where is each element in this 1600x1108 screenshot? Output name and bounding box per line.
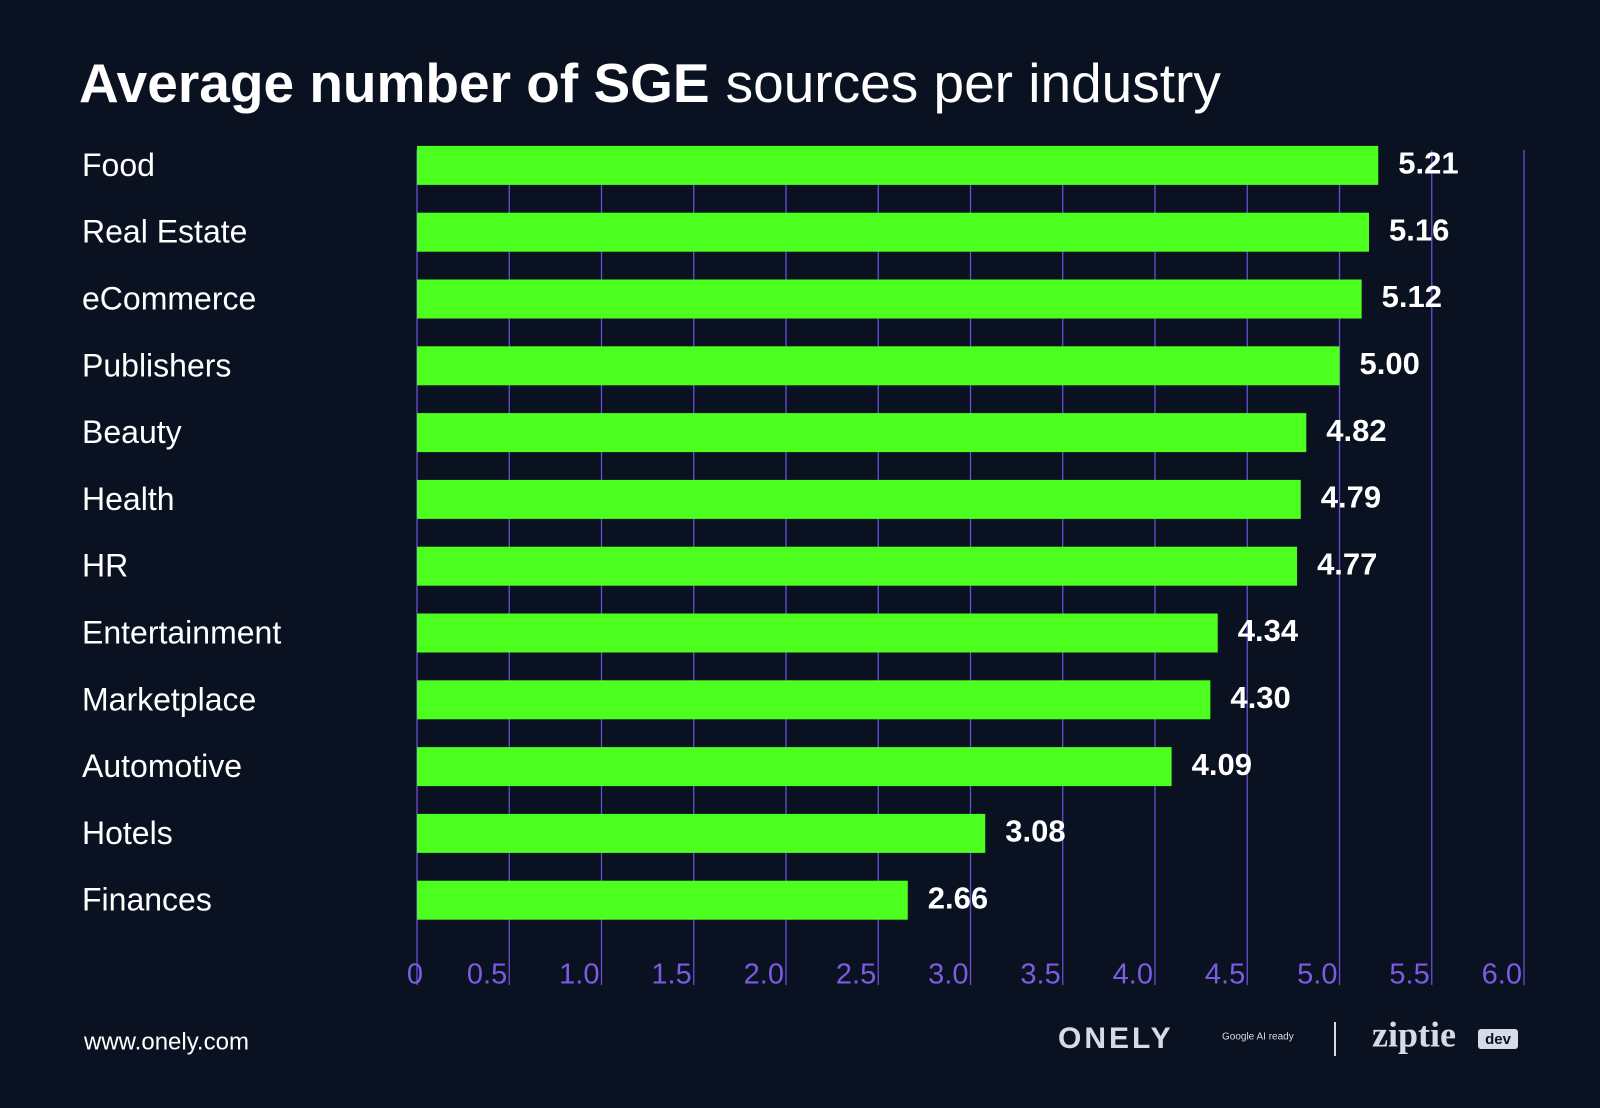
x-tick-label: 4.0 bbox=[1113, 959, 1153, 991]
y-tick-label: Real Estate bbox=[82, 214, 247, 250]
bar bbox=[417, 546, 1298, 586]
bar bbox=[417, 680, 1211, 720]
value-label: 5.12 bbox=[1382, 279, 1442, 314]
title-regular: sources per industry bbox=[726, 52, 1222, 114]
value-label: 4.30 bbox=[1230, 680, 1290, 715]
value-label: 2.66 bbox=[928, 880, 988, 915]
y-tick-label: Health bbox=[82, 481, 175, 517]
footer-logo-tag: dev bbox=[1485, 1031, 1512, 1048]
y-tick-label: Automotive bbox=[82, 748, 242, 784]
value-label: 4.79 bbox=[1321, 480, 1381, 515]
x-tick-label: 6.0 bbox=[1482, 959, 1522, 991]
value-label: 4.82 bbox=[1326, 413, 1386, 448]
footer-logo: ziptie bbox=[1372, 1014, 1456, 1054]
y-tick-label: Entertainment bbox=[82, 614, 281, 650]
bar bbox=[417, 212, 1370, 252]
x-tick-label: 2.0 bbox=[744, 959, 784, 991]
y-tick-label: Food bbox=[82, 147, 155, 183]
y-tick-label: Hotels bbox=[82, 815, 173, 851]
bar bbox=[417, 413, 1307, 453]
footer-url: www.onely.com bbox=[83, 1028, 249, 1055]
x-tick-label: 2.5 bbox=[836, 959, 876, 991]
x-tick-label: 3.5 bbox=[1020, 959, 1060, 991]
x-tick-label: 0 bbox=[407, 959, 423, 991]
y-tick-label: Finances bbox=[82, 882, 212, 918]
value-label: 3.08 bbox=[1005, 814, 1065, 849]
x-tick-label: 5.0 bbox=[1297, 959, 1337, 991]
value-label: 5.00 bbox=[1360, 346, 1420, 381]
x-tick-label: 5.5 bbox=[1389, 959, 1429, 991]
footer-logo: ONELY bbox=[1058, 1022, 1174, 1055]
x-tick-label: 4.5 bbox=[1205, 959, 1245, 991]
footer-logo-tag: Google AI ready bbox=[1222, 1032, 1294, 1043]
x-tick-label: 1.5 bbox=[651, 959, 691, 991]
y-tick-label: Marketplace bbox=[82, 681, 256, 717]
y-tick-label: eCommerce bbox=[82, 280, 256, 316]
x-tick-label: 3.0 bbox=[928, 959, 968, 991]
title-bold: Average number of SGE bbox=[79, 52, 710, 114]
y-tick-label: HR bbox=[82, 548, 128, 584]
value-label: 4.09 bbox=[1192, 747, 1252, 782]
bar bbox=[417, 346, 1340, 386]
bar bbox=[417, 145, 1379, 185]
value-label: 5.16 bbox=[1389, 212, 1449, 247]
x-tick-label: 0.5 bbox=[467, 959, 507, 991]
footer-logo-badge bbox=[1478, 1029, 1518, 1049]
bar bbox=[417, 880, 908, 920]
bar bbox=[417, 279, 1362, 319]
bar bbox=[417, 747, 1172, 787]
x-tick-label: 1.0 bbox=[559, 959, 599, 991]
y-tick-label: Publishers bbox=[82, 347, 231, 383]
value-label: 5.21 bbox=[1398, 146, 1458, 181]
bar bbox=[417, 813, 986, 853]
bar bbox=[417, 479, 1301, 519]
y-tick-label: Beauty bbox=[82, 414, 182, 450]
value-label: 4.34 bbox=[1238, 613, 1299, 648]
bar bbox=[417, 613, 1218, 653]
chart-title: Average number of SGE sources per industr… bbox=[79, 52, 1221, 114]
value-label: 4.77 bbox=[1317, 546, 1377, 581]
